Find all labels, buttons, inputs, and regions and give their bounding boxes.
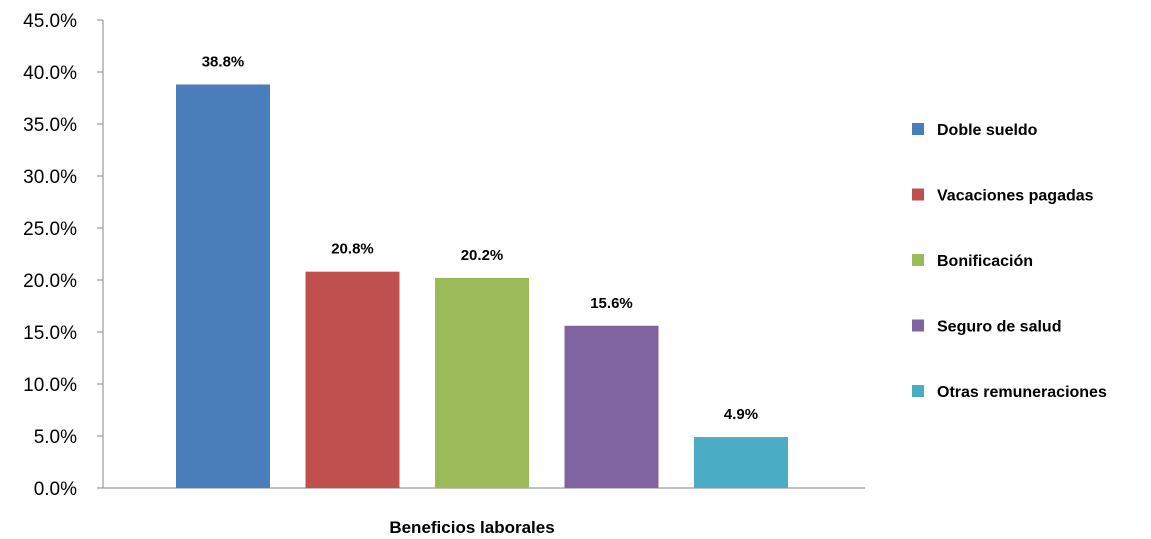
- y-tick-label: 5.0%: [34, 427, 77, 448]
- legend-swatch: [912, 188, 924, 201]
- value-labels: 38.8% 20.8% 20.2% 15.6% 4.9%: [202, 53, 758, 423]
- legend-label: Seguro de salud: [937, 319, 1061, 336]
- y-tick-label: 30.0%: [23, 167, 77, 188]
- data-label: 20.8%: [331, 241, 374, 258]
- x-axis-title: Beneficios laborales: [389, 518, 554, 537]
- bars: [176, 84, 788, 488]
- y-tick-label: 25.0%: [23, 219, 77, 240]
- legend-label: Otras remuneraciones: [937, 384, 1107, 401]
- legend-swatch: [912, 254, 924, 266]
- y-tick-label: 40.0%: [23, 63, 77, 84]
- data-label: 20.2%: [461, 247, 504, 264]
- bar: [305, 271, 400, 488]
- y-tick-label: 45.0%: [23, 11, 77, 32]
- bar: [176, 84, 270, 488]
- legend: Doble sueldo Vacaciones pagadas Bonificaci…: [912, 122, 1107, 401]
- y-tick-label: 15.0%: [23, 323, 77, 344]
- legend-label: Vacaciones pagadas: [937, 188, 1094, 205]
- bar: [564, 325, 659, 488]
- y-tick-label: 20.0%: [23, 271, 77, 292]
- y-tick-label: 0.0%: [34, 479, 77, 500]
- legend-label: Bonificación: [937, 253, 1033, 270]
- data-label: 4.9%: [724, 406, 758, 423]
- data-label: 38.8%: [202, 53, 245, 70]
- bar: [435, 277, 529, 488]
- bar: [694, 437, 788, 488]
- data-label: 15.6%: [590, 295, 633, 312]
- legend-swatch: [912, 319, 924, 332]
- y-axis: 0.0% 5.0% 10.0% 15.0% 20.0% 25.0% 30.0% 35.0% 40…: [23, 11, 865, 500]
- legend-label: Doble sueldo: [937, 122, 1038, 139]
- y-tick-label: 10.0%: [23, 375, 77, 396]
- y-tick-label: 35.0%: [23, 115, 77, 136]
- legend-swatch: [912, 385, 924, 397]
- legend-swatch: [912, 123, 924, 135]
